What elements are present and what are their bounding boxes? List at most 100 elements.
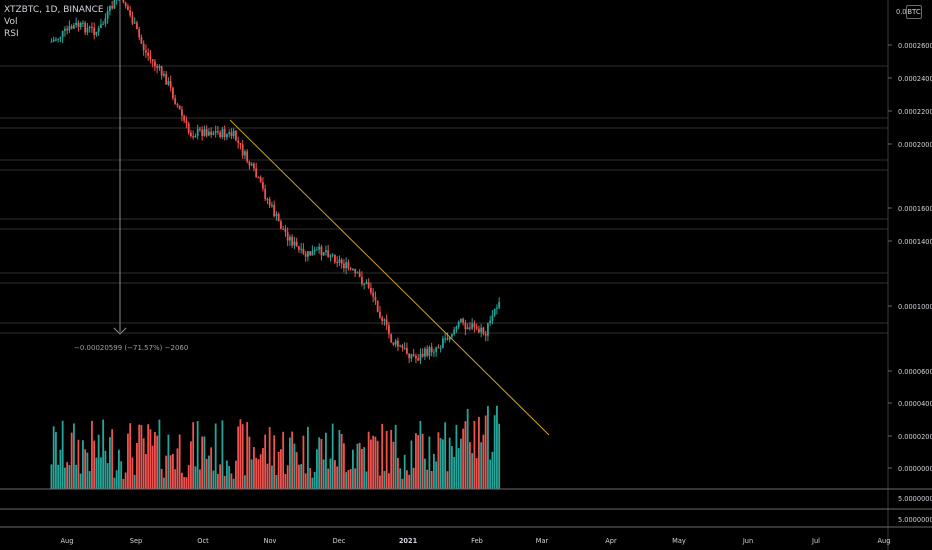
candle-body — [439, 347, 442, 349]
volume-bar — [199, 469, 201, 489]
candle-body — [277, 213, 280, 222]
time-axis: Aug Sep Oct Nov Dec 2021 Feb Mar Apr May Jun Jul Aug — [61, 537, 891, 545]
volume-bar — [482, 434, 485, 489]
candle-body — [192, 136, 195, 138]
candle-body — [169, 81, 172, 88]
rsi-axis-label: 5.00000000 — [898, 495, 932, 503]
volume-bar — [412, 467, 415, 489]
volume-bar — [385, 430, 388, 489]
time-tick-label: Oct — [197, 537, 209, 545]
measure-arrow-icon — [113, 327, 127, 335]
candle-body — [208, 131, 210, 136]
volume-bar — [109, 437, 111, 489]
volume-bar — [97, 434, 100, 489]
volume-bar — [190, 441, 192, 489]
volume-bar — [462, 428, 465, 489]
candle-body — [388, 325, 390, 335]
candles — [50, 0, 501, 365]
candle-body — [430, 347, 433, 353]
candle-body — [370, 287, 372, 293]
volume-bar — [57, 464, 60, 489]
candle-body — [136, 22, 138, 30]
candle-body — [185, 120, 188, 124]
candle-body — [392, 342, 395, 345]
volume-bar — [241, 424, 244, 489]
volume-bar — [442, 439, 444, 489]
candle-body — [484, 333, 487, 336]
candle-body — [93, 27, 96, 35]
volume-bar — [91, 420, 93, 489]
candle-body — [457, 321, 460, 327]
candle-body — [127, 6, 129, 11]
volume-bar — [363, 447, 366, 489]
volume-bar — [95, 457, 98, 489]
candle-body — [367, 282, 370, 288]
candle-body — [464, 322, 467, 330]
candle-body — [219, 132, 222, 138]
volume-bar — [455, 424, 458, 489]
candle-body — [79, 22, 82, 27]
candle-body — [376, 300, 379, 312]
volume-bar — [61, 420, 64, 489]
candle-body — [275, 213, 278, 217]
candle-body — [343, 263, 345, 269]
candle-body — [109, 6, 111, 12]
candle-body — [102, 23, 105, 25]
candle-body — [250, 163, 253, 166]
volume-bar — [163, 477, 165, 489]
candle-body — [113, 0, 116, 9]
volume-bar — [217, 473, 219, 489]
volume-bar — [313, 471, 316, 489]
volume-bar — [388, 473, 390, 489]
volume-bar — [392, 441, 395, 489]
candle-body — [496, 307, 498, 309]
volume-bar — [174, 469, 177, 489]
currency-badge[interactable]: BTC — [906, 5, 922, 19]
volume-bar — [493, 415, 496, 489]
candle-body — [145, 50, 147, 53]
volume-bar — [73, 423, 75, 489]
candle-body — [390, 334, 393, 343]
candle-body — [154, 61, 156, 67]
volume-bar — [295, 452, 298, 489]
candle-body — [163, 73, 165, 76]
volume-bar — [79, 473, 82, 489]
candle-body — [489, 320, 492, 324]
volume-bar — [266, 463, 269, 489]
candle-body — [52, 39, 55, 42]
volume-bar — [237, 426, 240, 489]
volume-bar — [181, 472, 183, 489]
volume-bar — [124, 472, 127, 489]
volume-bar — [349, 469, 352, 489]
candle-body — [57, 38, 60, 40]
candle-body — [309, 251, 312, 256]
symbol-label: XTZBTC, 1D, BINANCE — [4, 5, 104, 15]
candle-body — [181, 109, 183, 116]
volume-bar — [208, 455, 210, 489]
volume-bar — [424, 458, 426, 489]
candle-body — [273, 204, 276, 217]
time-tick-label: Feb — [471, 537, 483, 545]
candle-body — [451, 334, 453, 337]
volume-bar — [259, 454, 262, 489]
time-tick-label: Aug — [61, 537, 74, 545]
candle-body — [291, 236, 294, 246]
candle-body — [352, 269, 354, 271]
candle-body — [313, 249, 316, 252]
candle-body — [401, 345, 404, 349]
candle-body — [205, 129, 208, 136]
candle-body — [455, 326, 458, 330]
trendline[interactable] — [229, 119, 550, 436]
candle-body — [325, 250, 327, 253]
candle-body — [151, 59, 154, 62]
candle-body — [70, 26, 73, 29]
volume-bar — [460, 438, 462, 489]
candle-body — [298, 246, 300, 250]
candle-body — [133, 22, 136, 24]
